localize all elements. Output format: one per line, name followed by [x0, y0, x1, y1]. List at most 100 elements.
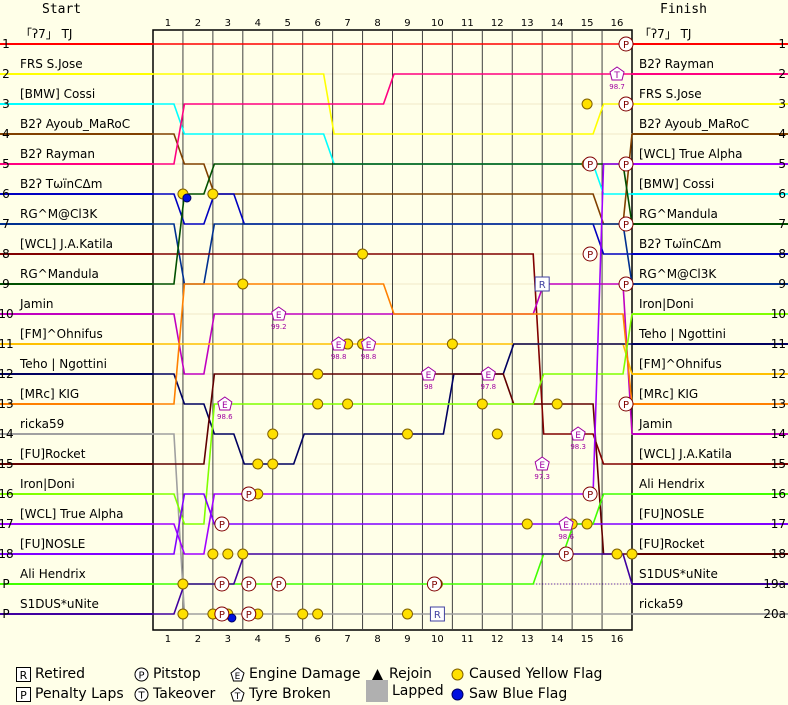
start-position-number: 13 [0, 397, 14, 411]
pitstop-marker-label: P [431, 580, 437, 591]
lap-label-bottom: 14 [551, 634, 564, 645]
pitstop-marker [618, 96, 634, 112]
damage-marker-label: E [485, 371, 491, 381]
yellow-flag-marker [581, 98, 593, 110]
yellow-flag-marker [177, 608, 189, 620]
start-position-number: 17 [0, 517, 14, 531]
finish-driver-name: [WCL] J.A.Katila [639, 447, 732, 461]
retired-marker-label: R [539, 280, 546, 291]
svg-text:P: P [20, 689, 27, 702]
yellow-flag-marker [237, 278, 249, 290]
finish-driver-name: [BMW] Cossi [639, 177, 714, 191]
pitstop-marker-label: P [623, 220, 629, 231]
pitstop-marker-label: P [219, 610, 225, 621]
svg-text:E: E [235, 672, 241, 682]
finish-position-number: 8 [778, 247, 786, 261]
legend-yellow: Caused Yellow Flag [450, 666, 602, 682]
pitstop-marker-label: P [587, 490, 593, 501]
start-position-number: 5 [2, 157, 10, 171]
finish-position-number: 5 [778, 157, 786, 171]
pitstop-marker [214, 516, 230, 532]
damage-marker-label: E [276, 311, 282, 321]
pitstop-marker-label: P [563, 550, 569, 561]
start-driver-name: S1DUS*uNite [20, 597, 99, 611]
damage-marker-note: 98 [424, 383, 433, 391]
start-driver-name: [BMW] Cossi [20, 87, 95, 101]
pitstop-marker-label: P [623, 400, 629, 411]
yellow-flag-marker [611, 548, 623, 560]
series-line [153, 433, 632, 615]
damage-marker [609, 66, 625, 81]
start-position-number: 14 [0, 427, 14, 441]
finish-driver-name: Iron|Doni [639, 297, 694, 311]
legend-pitstop-label: Pitstop [153, 666, 201, 682]
damage-marker-note: 97.3 [534, 473, 550, 481]
damage-marker-label: E [222, 401, 228, 411]
start-header: Start [42, 2, 81, 17]
finish-position-number: 10 [771, 307, 786, 321]
yellow-flag-icon [450, 667, 465, 682]
start-position-number: 6 [2, 187, 10, 201]
finish-position-number: 17 [771, 517, 786, 531]
damage-marker [534, 456, 550, 471]
legend-retired-label: Retired [35, 666, 86, 682]
lapped-icon [366, 680, 388, 702]
pitstop-marker [618, 216, 634, 232]
start-position-number: 2 [2, 67, 10, 81]
pitstop-marker-label: P [246, 490, 252, 501]
yellow-flag-marker [252, 458, 264, 470]
yellow-flag-marker [581, 518, 593, 530]
finish-position-number: 2 [778, 67, 786, 81]
lap-label-top: 7 [344, 18, 350, 29]
svg-text:T: T [137, 690, 145, 701]
finish-driver-name: RG^Mandula [639, 207, 718, 221]
start-position-number: 10 [0, 307, 14, 321]
finish-position-number: 13 [771, 397, 786, 411]
legend-blue-label: Saw Blue Flag [469, 686, 568, 702]
yellow-flag-marker [521, 518, 533, 530]
finish-driver-name: S1DUS*uNite [639, 567, 718, 581]
pitstop-marker [618, 276, 634, 292]
damage-marker-note: 98.6 [217, 413, 233, 421]
lap-label-bottom: 12 [491, 634, 504, 645]
finish-position-number: 11 [771, 337, 786, 351]
engine-damage-icon: E [230, 666, 245, 682]
damage-marker-label: E [539, 461, 545, 471]
pitstop-marker-label: P [246, 580, 252, 591]
retired-marker [534, 276, 550, 292]
start-driver-name: [FU]NOSLE [20, 537, 85, 551]
svg-text:T: T [234, 692, 241, 702]
retired-marker-label: R [434, 610, 441, 621]
yellow-flag-marker [357, 248, 369, 260]
lap-label-top: 11 [461, 18, 474, 29]
yellow-flag-marker [297, 608, 309, 620]
series-line [153, 313, 633, 525]
lap-label-bottom: 11 [461, 634, 474, 645]
lap-label-bottom: 7 [344, 634, 350, 645]
retired-icon: R [16, 666, 31, 682]
legend-lapped-label: Lapped [392, 683, 444, 699]
damage-marker-note: 99.2 [271, 323, 287, 331]
pitstop-marker [426, 576, 442, 592]
lap-label-top: 3 [225, 18, 231, 29]
pitstop-marker [618, 36, 634, 52]
start-driver-name: B2ʔ TωïnCΔm [20, 177, 102, 191]
svg-text:P: P [138, 670, 144, 681]
lap-label-bottom: 5 [285, 634, 291, 645]
finish-driver-name: B2ʔ Rayman [639, 57, 714, 71]
start-driver-name: [FM]^Ohnifus [20, 327, 103, 341]
legend-pitstop: P Pitstop [134, 666, 201, 682]
start-position-number: 11 [0, 337, 14, 351]
lap-label-top: 8 [374, 18, 380, 29]
pitstop-marker [618, 396, 634, 412]
yellow-flag-marker [476, 398, 488, 410]
penalty-icon: P [16, 686, 31, 702]
series-line [153, 73, 632, 135]
start-position-number: 3 [2, 97, 10, 111]
lap-label-top: 4 [255, 18, 261, 29]
legend-blue: Saw Blue Flag [450, 686, 567, 702]
driver-labels: 1 「ʔ7」 TJ 2 FRS S.Jose 3 [BMW] Cossi 4 B2ʔ Ayou… [0, 27, 786, 621]
start-driver-name: [WCL] J.A.Katila [20, 237, 113, 251]
series-line [153, 163, 632, 555]
legend-engine: E Engine Damage [230, 666, 361, 682]
